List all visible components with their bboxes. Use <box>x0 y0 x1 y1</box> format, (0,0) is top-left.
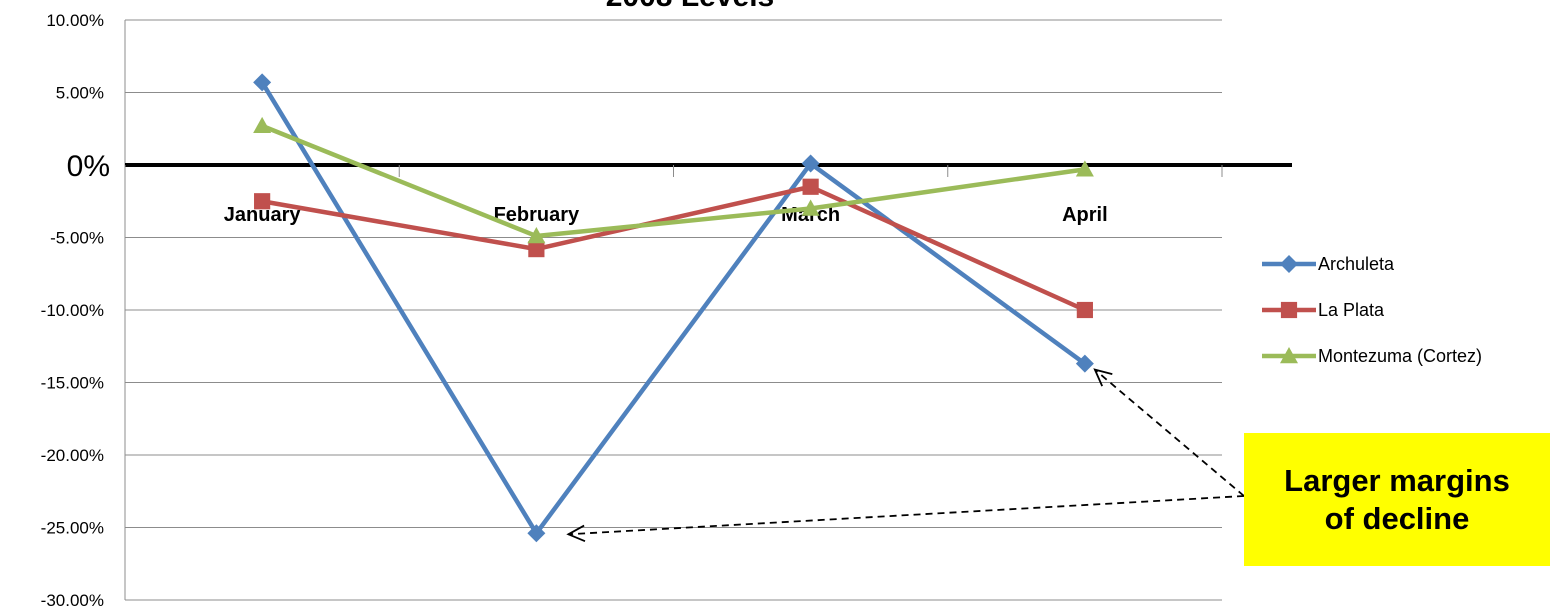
y-tick-label: -10.00% <box>41 301 104 320</box>
category-label: April <box>1062 204 1108 226</box>
callout-arrows <box>566 368 1245 543</box>
series-line <box>260 81 1087 536</box>
y-tick-label: 10.00% <box>46 11 104 30</box>
data-point <box>527 524 546 543</box>
series-group <box>253 73 1094 543</box>
y-tick-label: -25.00% <box>41 519 104 538</box>
data-point <box>1280 301 1298 319</box>
data-point <box>801 199 820 216</box>
legend-label: Archuleta <box>1318 254 1395 274</box>
y-tick-label: -30.00% <box>41 591 104 610</box>
data-point <box>1075 354 1094 373</box>
legend-entry: La Plata <box>1262 300 1385 320</box>
series-la-plata <box>254 178 1093 319</box>
category-label: February <box>494 204 580 226</box>
y-tick-label: 0% <box>67 150 110 183</box>
series-archuleta <box>253 73 1094 543</box>
series-line <box>261 184 1086 313</box>
data-point <box>1280 255 1298 273</box>
legend-label: La Plata <box>1318 300 1385 320</box>
data-point <box>528 241 545 258</box>
chart-title: 2008 Levels <box>606 0 774 13</box>
data-point <box>527 227 546 244</box>
y-tick-labels: 10.00% 5.00% 0% -5.00% -10.00% -15.00% -20.00%… <box>41 11 110 610</box>
data-point <box>253 116 272 134</box>
legend-entry: Archuleta <box>1262 254 1395 274</box>
data-point <box>801 154 820 173</box>
data-point <box>1280 347 1298 364</box>
y-tick-label: -5.00% <box>50 229 104 248</box>
series-line <box>261 123 1086 239</box>
axes <box>124 20 1292 600</box>
y-tick-label: 5.00% <box>56 84 104 103</box>
arrow-to-february <box>566 495 1245 543</box>
category-label: January <box>224 204 302 226</box>
data-point <box>253 73 272 92</box>
legend-entry: Montezuma (Cortez) <box>1262 346 1482 366</box>
arrow-to-april <box>1093 368 1245 497</box>
legend: Archuleta La Plata Montezuma (Cortez) <box>1262 254 1482 366</box>
gridlines <box>125 19 1222 601</box>
data-point <box>1075 160 1094 177</box>
series-montezuma-cortez <box>253 116 1094 244</box>
data-point <box>802 178 819 195</box>
y-tick-label: -15.00% <box>41 374 104 393</box>
annotation-callout: Larger margins of decline <box>1244 433 1550 566</box>
y-tick-label: -20.00% <box>41 446 104 465</box>
data-point <box>1076 301 1093 319</box>
data-point <box>254 193 271 210</box>
legend-label: Montezuma (Cortez) <box>1318 346 1482 366</box>
